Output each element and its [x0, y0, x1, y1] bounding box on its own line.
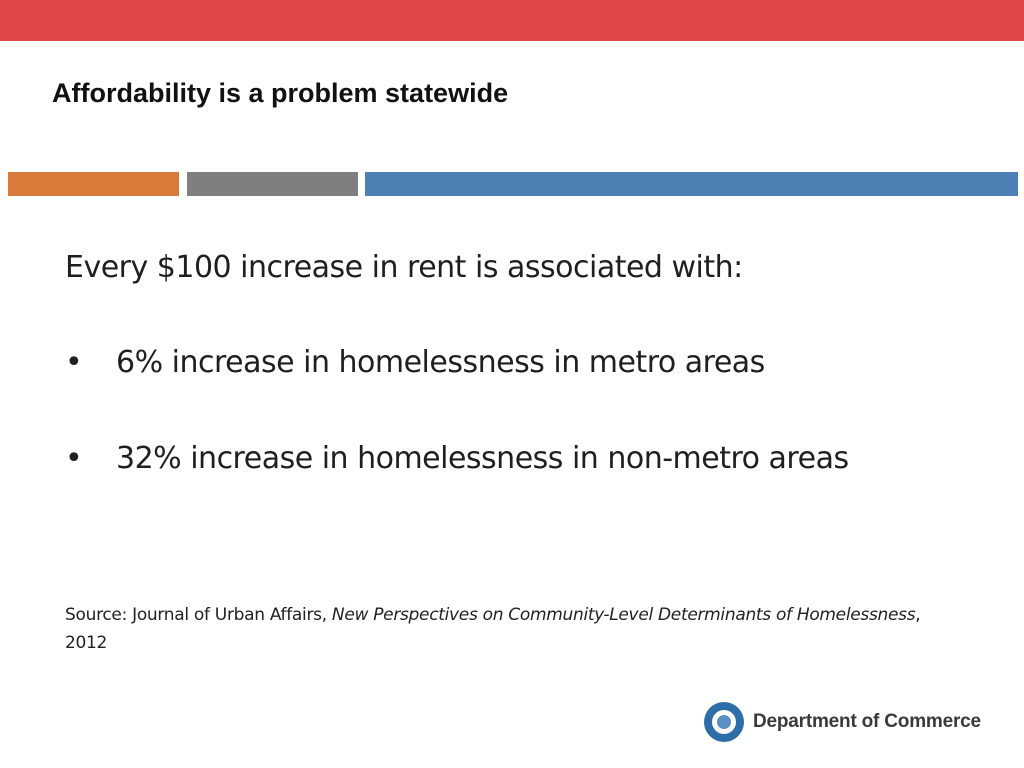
slide-title: Affordability is a problem statewide	[52, 78, 509, 108]
source-citation: Source: Journal of Urban Affairs, New Pe…	[65, 601, 925, 657]
divider-stripe-gray	[187, 172, 358, 196]
divider-stripe-orange	[8, 172, 179, 196]
bullet-text: 32% increase in homelessness in non-metr…	[116, 441, 849, 476]
washington-state-seal-icon	[704, 702, 744, 742]
source-title: New Perspectives on Community-Level Dete…	[331, 605, 916, 625]
lead-statement: Every $100 increase in rent is associate…	[65, 250, 743, 285]
bullet-text: 6% increase in homelessness in metro are…	[116, 345, 765, 380]
top-accent-bar	[0, 0, 1024, 41]
source-suffix: , 2012	[65, 605, 921, 653]
source-prefix: Source: Journal of Urban Affairs,	[65, 605, 332, 625]
bullet-item: • 6% increase in homelessness in metro ar…	[65, 345, 765, 380]
divider-stripe-blue	[365, 172, 1018, 196]
bullet-marker: •	[65, 441, 83, 476]
bullet-marker: •	[65, 345, 83, 380]
department-logo: Department of Commerce	[704, 702, 981, 742]
department-name: Department of Commerce	[753, 711, 981, 732]
bullet-item: • 32% increase in homelessness in non-met…	[65, 441, 849, 476]
